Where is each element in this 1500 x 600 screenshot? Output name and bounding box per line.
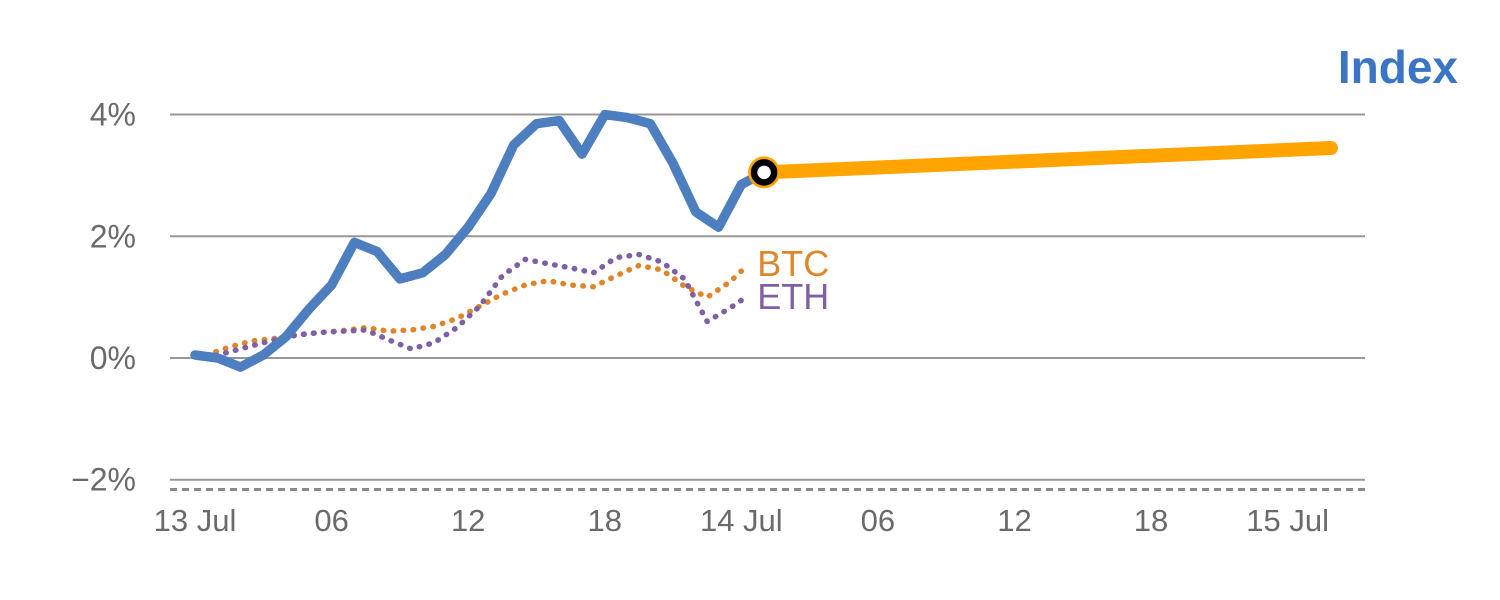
- x-tick-label: 06: [314, 503, 348, 538]
- x-tick-label: 14 Jul: [700, 503, 783, 538]
- eth-series-label: ETH: [757, 276, 830, 318]
- x-tick-label: 12: [997, 503, 1031, 538]
- series-line-index-forecast: [757, 141, 1338, 180]
- chart-title: Index: [1337, 41, 1458, 93]
- series-line-eth: [203, 251, 749, 361]
- y-tick-label: 0%: [90, 340, 136, 376]
- series-line-btc: [203, 262, 749, 358]
- x-tick-label: 15 Jul: [1246, 503, 1329, 538]
- btc-series-label: BTC: [757, 242, 830, 284]
- x-tick-label: 12: [451, 503, 485, 538]
- y-tick-label: 2%: [90, 218, 136, 254]
- y-tick-label: −2%: [71, 462, 136, 498]
- forecast-start-marker: [750, 159, 778, 186]
- series-line-index: [190, 109, 769, 372]
- x-tick-label: 18: [588, 503, 622, 538]
- x-tick-label: 18: [1134, 503, 1168, 538]
- x-tick-label: 06: [861, 503, 895, 538]
- x-tick-label: 13 Jul: [154, 503, 237, 538]
- y-tick-label: 4%: [90, 97, 136, 133]
